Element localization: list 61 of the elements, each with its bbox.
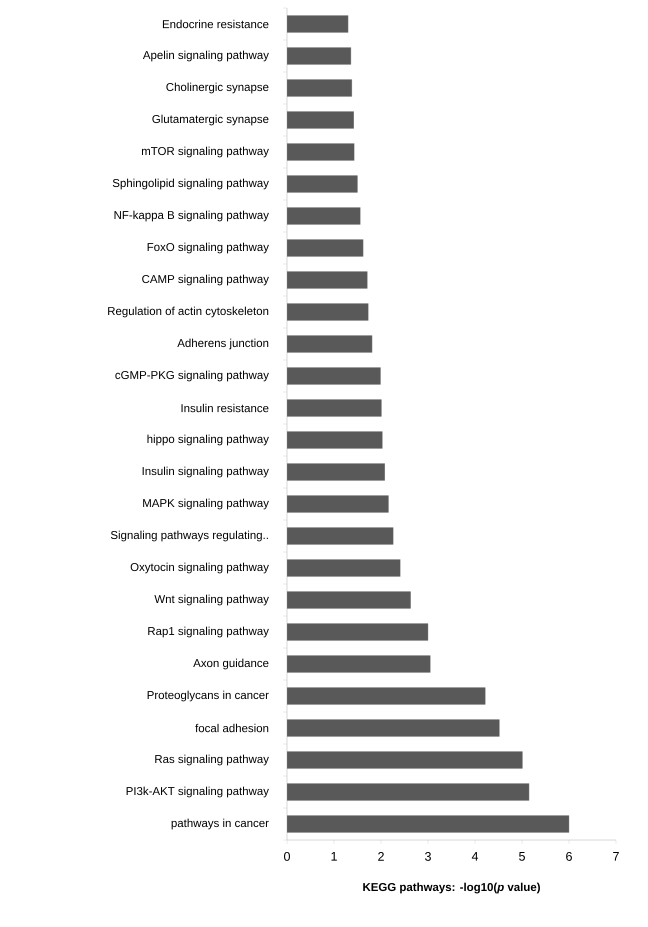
y-tick-label: Regulation of actin cytoskeleton [108, 306, 268, 318]
bar [287, 495, 389, 513]
bar [287, 463, 385, 481]
bar [287, 79, 352, 97]
bar [287, 687, 486, 705]
x-axis-title: KEGG pathways: -log10(p value) [363, 882, 540, 894]
y-tick-label: MAPK signaling pathway [143, 498, 269, 510]
bar [287, 751, 523, 769]
x-tick-label: 7 [613, 852, 619, 861]
bar [287, 303, 369, 321]
y-tick-label: Axon guidance [193, 658, 268, 670]
bar [287, 367, 381, 385]
x-tick-label: 4 [472, 852, 478, 861]
bar [287, 623, 428, 641]
bar [287, 143, 354, 161]
y-tick-label: FoxO signaling pathway [148, 242, 269, 254]
bar [287, 399, 382, 417]
y-tick-label: Adherens junction [177, 338, 268, 350]
y-tick-label: hippo signaling pathway [147, 434, 269, 446]
x-tick-label: 6 [566, 852, 572, 861]
y-tick-label: NF-kappa B signaling pathway [114, 210, 269, 222]
y-tick-label: pathways in cancer [172, 818, 269, 830]
bar [287, 239, 364, 257]
y-tick-label: Signaling pathways regulating.. [110, 530, 268, 542]
y-tick-label: Sphingolipid signaling pathway [112, 178, 269, 190]
bar [287, 559, 400, 577]
y-tick-label: Ras signaling pathway [155, 754, 269, 766]
y-tick-label: Apelin signaling pathway [142, 50, 269, 62]
y-tick-label: Rap1 signaling pathway [148, 626, 269, 638]
y-tick-label: Endocrine resistance [162, 20, 268, 28]
y-tick-label: focal adhesion [195, 724, 268, 732]
bar [287, 207, 361, 225]
x-tick-label: 1 [331, 852, 337, 861]
bar [287, 47, 352, 65]
y-tick-label: CAMP signaling pathway [142, 274, 269, 286]
x-tick-label: 0 [284, 852, 290, 861]
bar [287, 335, 372, 353]
bar [287, 111, 354, 129]
bar [287, 431, 383, 449]
y-tick-label: Wnt signaling pathway [154, 594, 269, 606]
bar [287, 15, 348, 33]
bar [287, 527, 394, 545]
bar [287, 591, 411, 609]
bar [287, 783, 530, 801]
bar [287, 655, 431, 673]
bar [287, 719, 500, 737]
x-tick-label: 3 [425, 852, 431, 861]
y-tick-label: Cholinergic synapse [166, 82, 268, 94]
y-tick-label: mTOR signaling pathway [142, 146, 269, 158]
y-tick-label: Insulin resistance [182, 404, 268, 412]
y-tick-label: Insulin signaling pathway [142, 466, 269, 478]
bar [287, 815, 570, 833]
y-tick-label: Proteoglycans in cancer [148, 690, 269, 702]
x-tick-label: 5 [519, 852, 525, 861]
y-tick-label: Oxytocin signaling pathway [130, 562, 269, 574]
y-tick-label: Glutamatergic synapse [152, 114, 268, 126]
y-tick-label: cGMP-PKG signaling pathway [115, 370, 269, 382]
x-tick-label: 2 [378, 852, 384, 861]
bar [287, 175, 358, 193]
y-tick-label: PI3k-AKT signaling pathway [126, 786, 269, 798]
bar [287, 271, 368, 289]
